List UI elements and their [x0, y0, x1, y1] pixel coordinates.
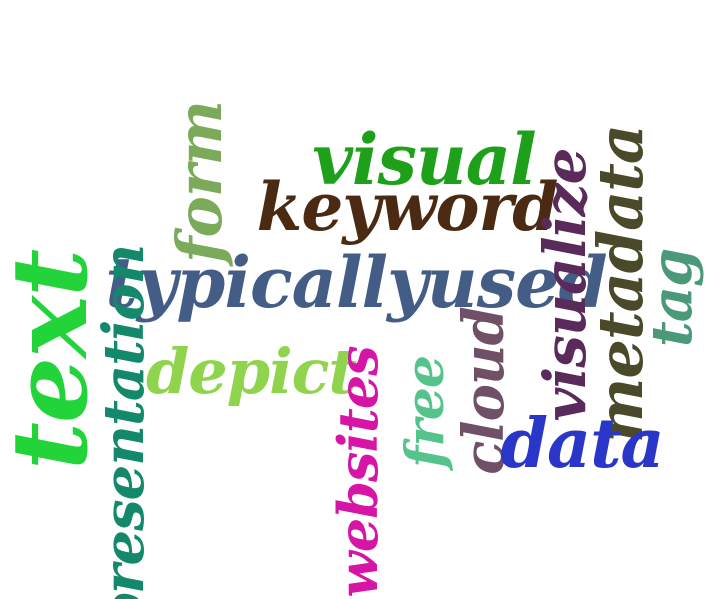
word-data: data — [500, 404, 664, 484]
word-text: text — [0, 249, 111, 471]
word-representation: representation — [91, 244, 157, 599]
word-visual: visual — [312, 118, 537, 201]
word-keyword: keyword — [256, 168, 559, 246]
word-websites: websites — [326, 346, 390, 598]
word-typicallyused: typicallyused — [105, 241, 607, 324]
word-free: free — [395, 356, 456, 468]
word-form: form — [163, 100, 236, 264]
word-tag: tag — [639, 248, 705, 348]
word-depict: depict — [145, 335, 357, 408]
